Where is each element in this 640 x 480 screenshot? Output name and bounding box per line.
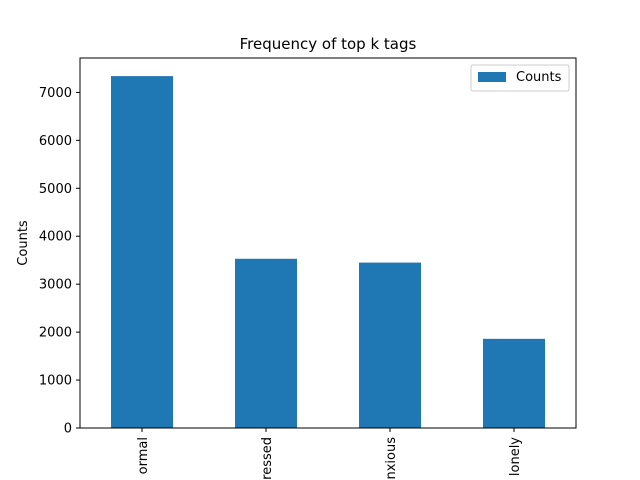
y-tick-label-7: 7000 bbox=[39, 86, 72, 101]
y-axis-ticks: 0 1000 2000 3000 4000 5000 6000 7000 bbox=[39, 86, 80, 437]
y-tick-label-2: 2000 bbox=[39, 326, 72, 341]
bar-2 bbox=[359, 262, 421, 428]
y-tick-label-3: 3000 bbox=[39, 278, 72, 293]
bar-3 bbox=[483, 338, 545, 428]
x-tick-label-2: nxious bbox=[384, 437, 399, 480]
x-tick-labels: ormal ressed nxious lonely bbox=[136, 437, 523, 480]
x-tick-marks bbox=[141, 428, 515, 432]
bar-0 bbox=[111, 76, 173, 428]
x-tick-label-0: ormal bbox=[136, 437, 151, 474]
legend: Counts bbox=[470, 64, 570, 92]
y-tick-label-1: 1000 bbox=[39, 374, 72, 389]
x-tick-label-1: ressed bbox=[260, 437, 275, 480]
y-tick-label-5: 5000 bbox=[39, 182, 72, 197]
x-tick-label-3: lonely bbox=[508, 437, 523, 476]
y-tick-label-0: 0 bbox=[64, 422, 72, 437]
bars-group bbox=[111, 76, 545, 428]
legend-box bbox=[470, 64, 570, 92]
legend-label: Counts bbox=[516, 70, 562, 85]
plot-frame bbox=[79, 57, 577, 429]
y-tick-label-4: 4000 bbox=[39, 230, 72, 245]
bar-1 bbox=[235, 258, 297, 428]
chart-title: Frequency of top k tags bbox=[240, 35, 417, 53]
y-tick-label-6: 6000 bbox=[39, 134, 72, 149]
y-axis-label: Counts bbox=[16, 220, 31, 266]
legend-swatch bbox=[478, 72, 506, 82]
